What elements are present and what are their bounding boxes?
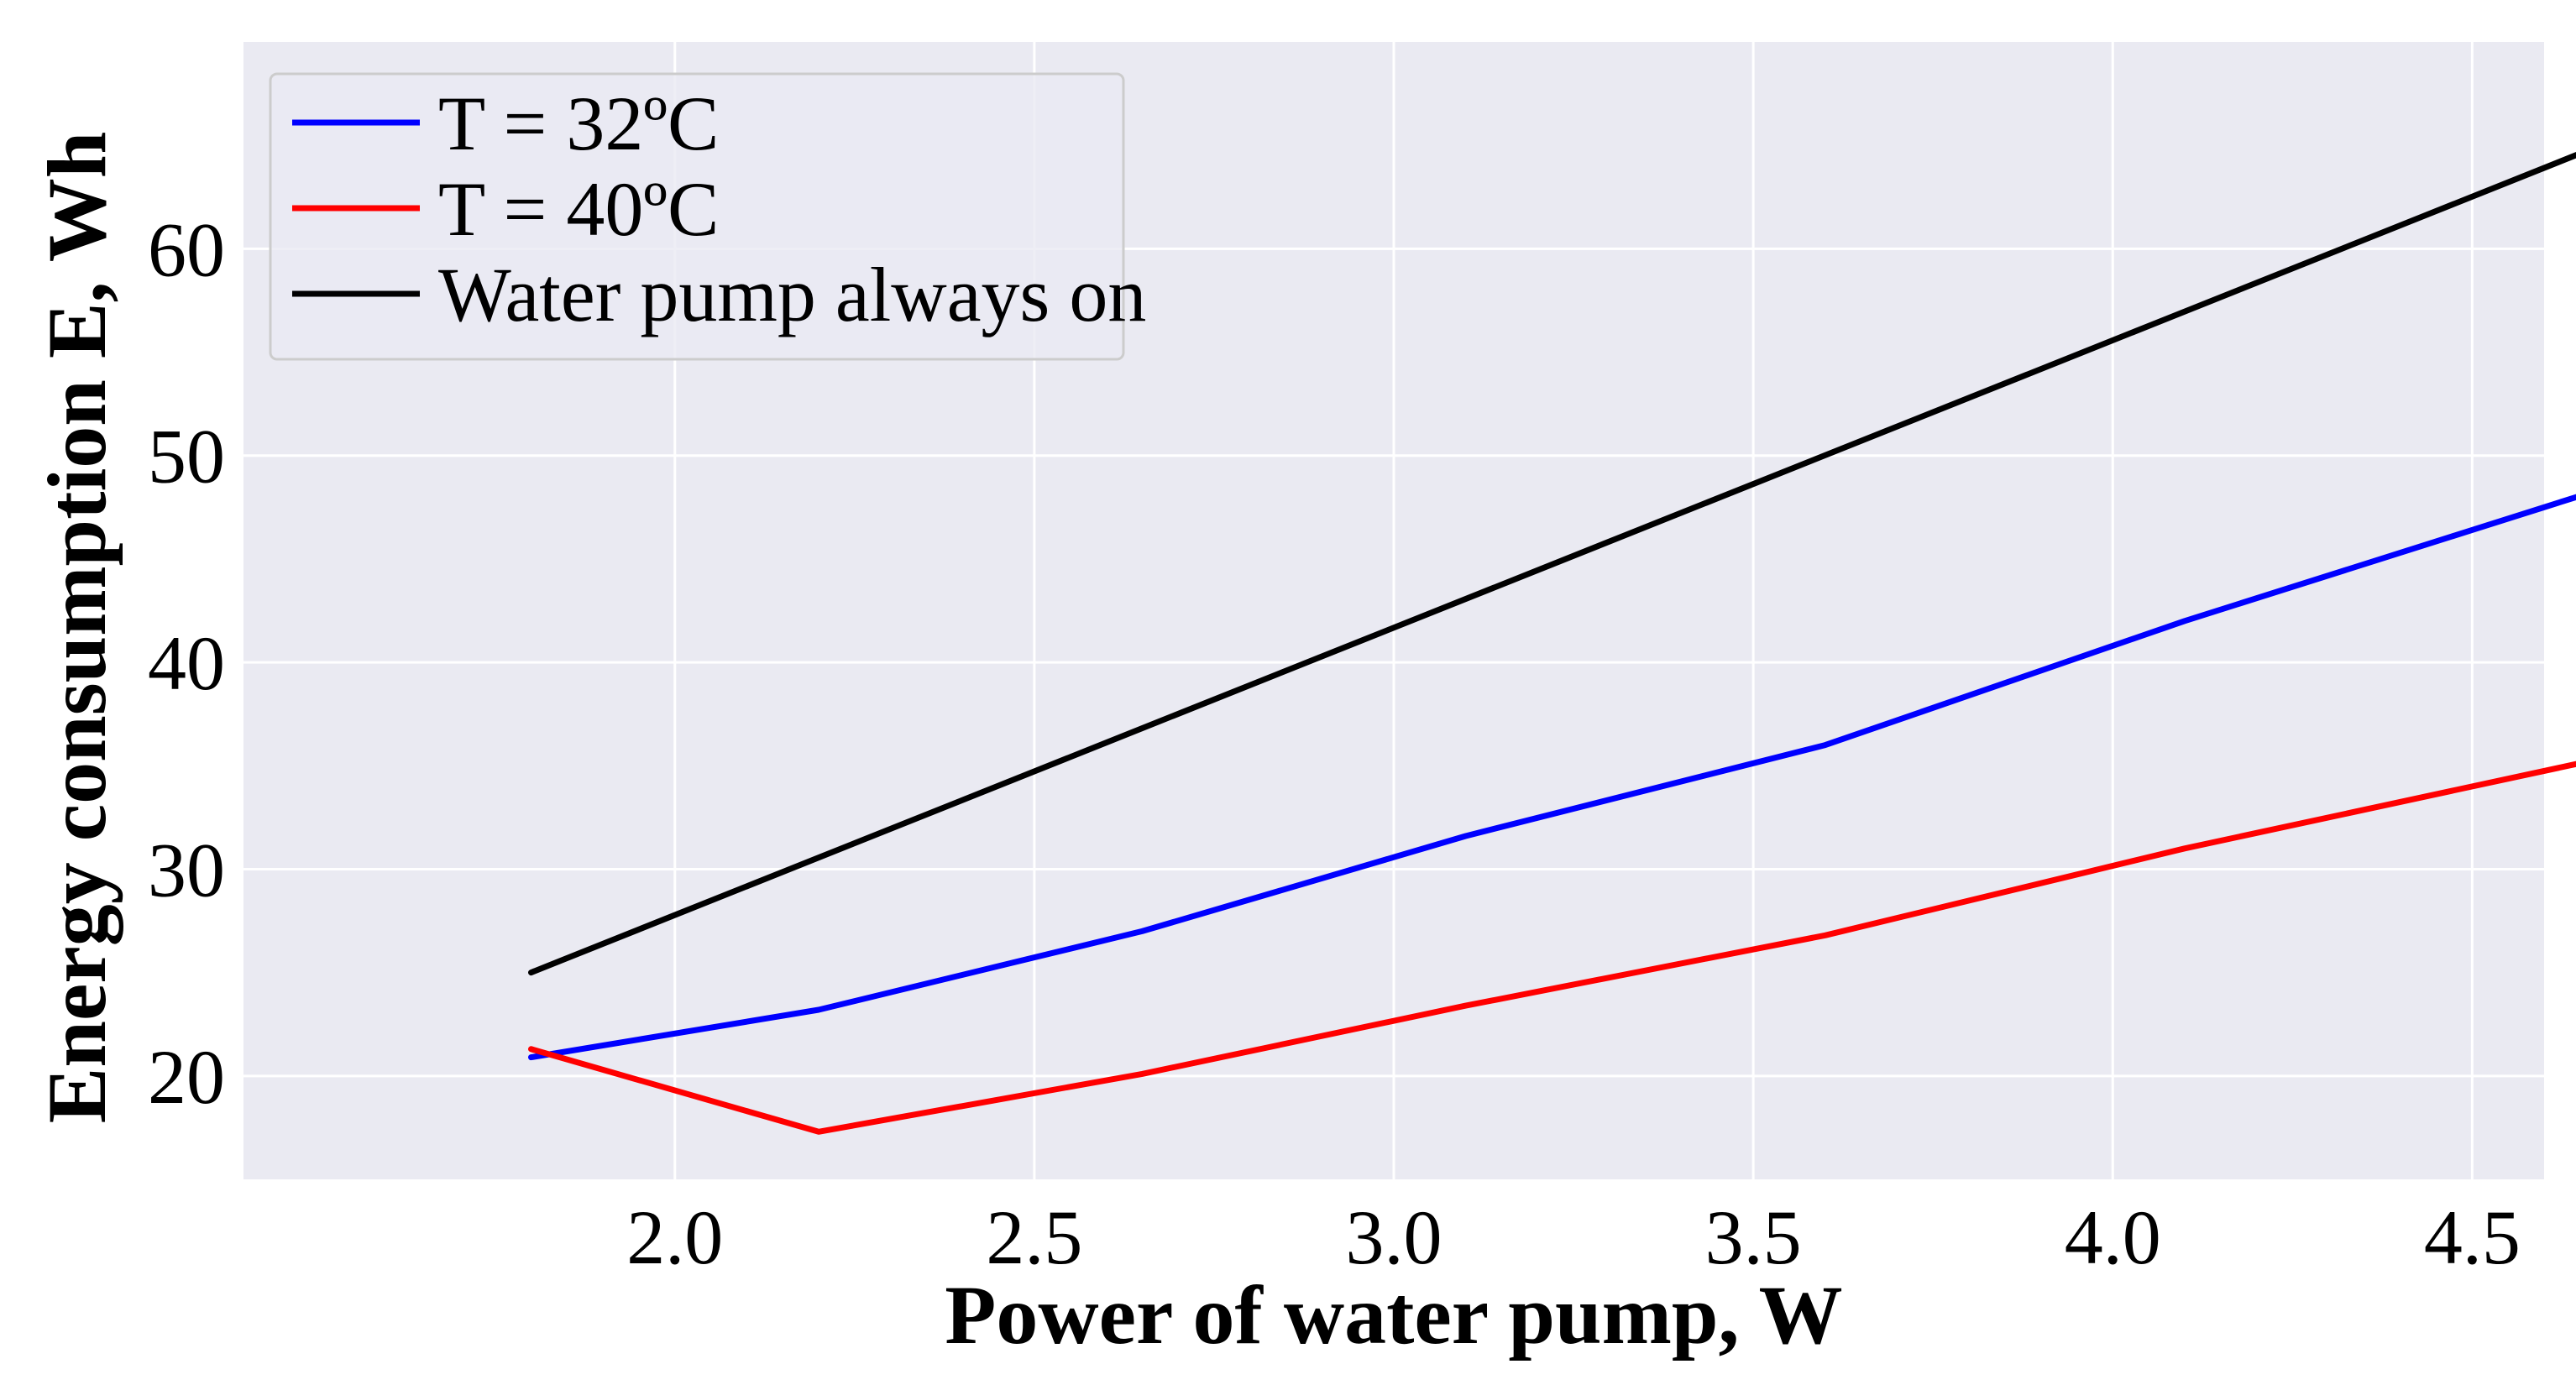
- y-axis-title: Energy consumption E, Wh: [30, 132, 123, 1124]
- legend-label-40c: T = 40ºC: [438, 166, 719, 252]
- x-tick-label: 4.5: [2424, 1194, 2521, 1280]
- legend: T = 32ºC T = 40ºC Water pump always on: [269, 72, 1146, 361]
- x-tick-label: 3.0: [1346, 1194, 1442, 1280]
- tick-labels: 2.0 2.5 3.0 3.5 4.0 4.5 20 30 40 50 60: [148, 206, 2521, 1280]
- y-tick-label: 50: [148, 414, 225, 499]
- x-tick-label: 4.0: [2065, 1194, 2161, 1280]
- x-tick-label: 3.5: [1705, 1194, 1802, 1280]
- series-line-always-on: [528, 152, 2576, 976]
- x-tick-label: 2.5: [986, 1194, 1082, 1280]
- grid-lines: [243, 42, 2544, 1179]
- y-tick-label: 60: [148, 206, 225, 292]
- legend-label-always-on: Water pump always on: [438, 252, 1146, 337]
- legend-label-32c: T = 32ºC: [438, 81, 719, 166]
- x-axis-title: Power of water pump, W: [945, 1268, 1842, 1361]
- y-tick-label: 30: [148, 827, 225, 912]
- y-tick-label: 40: [148, 620, 225, 706]
- legend-box: [269, 72, 1125, 361]
- x-tick-label: 2.0: [626, 1194, 723, 1280]
- series-line-40c: [528, 760, 2576, 1135]
- y-tick-label: 20: [148, 1034, 225, 1120]
- series-layer: [528, 152, 2576, 1135]
- series-line-32c: [528, 494, 2576, 1061]
